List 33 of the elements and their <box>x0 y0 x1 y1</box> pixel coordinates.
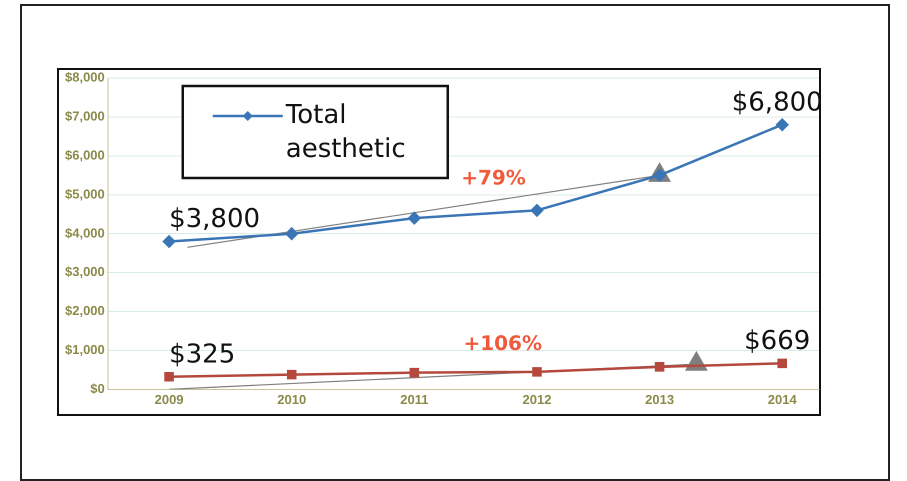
point <box>285 227 298 240</box>
data-label: $6,800 <box>732 87 823 118</box>
point <box>777 358 787 368</box>
point <box>164 372 174 382</box>
y-tick-label: $5,000 <box>64 186 105 202</box>
point <box>776 118 788 131</box>
y-tick-label: $1,000 <box>64 342 105 358</box>
annotation: +106% <box>463 330 542 355</box>
data-label: $325 <box>169 340 236 370</box>
x-tick-label: 2010 <box>277 392 306 407</box>
legend-label: Total aesthetic <box>284 100 406 164</box>
y-tick-label: $6,000 <box>64 147 105 162</box>
point <box>530 204 544 217</box>
x-tick-label: 2013 <box>645 392 674 407</box>
x-tick-label: 2014 <box>768 392 798 407</box>
annotation: +79% <box>461 166 526 190</box>
data-label: $3,800 <box>169 204 260 234</box>
x-tick-label: 2011 <box>400 392 428 407</box>
data-label: $669 <box>744 326 810 356</box>
y-tick-label: $4,000 <box>64 225 105 240</box>
x-tick-label: 2012 <box>522 392 552 407</box>
x-tick-label: 2009 <box>154 392 184 407</box>
point <box>654 362 664 372</box>
point <box>410 368 420 378</box>
y-tick-label: $7,000 <box>64 108 105 124</box>
y-tick-label: $2,000 <box>64 303 105 318</box>
y-tick-label: $3,000 <box>64 264 105 280</box>
point <box>162 235 176 248</box>
y-tick-label: $8,000 <box>64 70 105 85</box>
y-tick-label: $0 <box>90 380 105 396</box>
point <box>408 212 421 224</box>
point <box>532 367 542 377</box>
point <box>286 370 296 380</box>
